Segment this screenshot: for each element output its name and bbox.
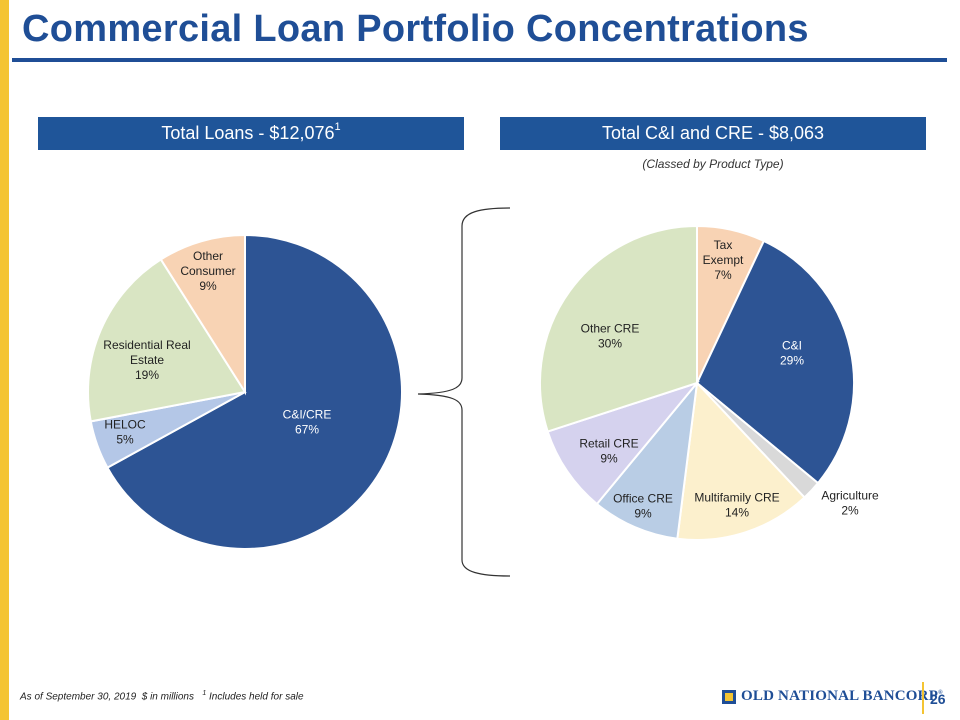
pie-slice-candi xyxy=(695,239,855,485)
slice-label-retail-cre: Retail CRE 9% xyxy=(579,437,638,466)
logo-square-icon xyxy=(722,689,736,704)
slice-label-candi-cre: C&I/CRE 67% xyxy=(283,408,332,437)
left-banner-text: Total Loans - $12,076 xyxy=(161,123,335,143)
pie-slice-other xyxy=(159,233,246,396)
pie-slice-candi-cre xyxy=(106,233,403,550)
footer-date: As of September 30, 2019 xyxy=(20,691,137,703)
right-banner-text: Total C&I and CRE - $8,063 xyxy=(601,123,825,143)
left-pie-chart: C&I/CRE 67% HELOC 5% Residential Real Estate 1… xyxy=(87,233,403,550)
title-rule xyxy=(12,58,947,62)
pie-slice-multifamily-cre xyxy=(676,380,806,541)
page-title: Commercial Loan Portfolio Concentrations xyxy=(22,8,809,50)
slice-label-other: Other Consumer 9% xyxy=(180,249,235,293)
slice-label-candi: C&I 29% xyxy=(780,339,804,368)
slice-label-multifamily-cre: Multifamily CRE 14% xyxy=(694,491,779,520)
pie-slice-retail-cre xyxy=(546,380,700,506)
accent-bar xyxy=(0,0,9,720)
slice-label-heloc: HELOC 5% xyxy=(104,418,146,447)
left-chart-banner: Total Loans - $12,076 1 xyxy=(38,117,464,150)
footer-footnote: Includes held for sale xyxy=(209,691,304,703)
company-logo: OLD NATIONAL BANCORP® xyxy=(722,688,943,705)
pie-slice-residential-real xyxy=(87,258,247,423)
pie-slice-office-cre xyxy=(595,379,699,540)
pie-slice-other-cre xyxy=(539,224,698,433)
right-chart-banner: Total C&I and CRE - $8,063 xyxy=(500,117,926,150)
footer-units: $ in millions xyxy=(141,691,194,703)
footer-note: As of September 30, 2019 $ in millions 1… xyxy=(20,690,304,702)
bracket-connector xyxy=(417,207,511,577)
slice-label-office-cre: Office CRE 9% xyxy=(613,492,673,521)
slice-label-other-cre: Other CRE 30% xyxy=(581,322,640,351)
left-banner-footnote-marker: 1 xyxy=(334,120,341,133)
slice-label-tax: Tax Exempt 7% xyxy=(703,238,744,282)
logo-text: OLD NATIONAL BANCORP® xyxy=(741,688,943,704)
slice-label-agriculture: Agriculture 2% xyxy=(821,489,879,518)
page-number: 26 xyxy=(930,691,946,707)
footer-marker: 1 xyxy=(202,690,207,697)
right-chart-subtitle: (Classed by Product Type) xyxy=(642,157,784,171)
slice-label-residential-real: Residential Real Estate 19% xyxy=(103,338,190,382)
right-pie-chart: Tax Exempt 7% C&I 29% Agriculture 2% Multifamil… xyxy=(539,224,879,541)
footer-divider xyxy=(922,682,924,714)
